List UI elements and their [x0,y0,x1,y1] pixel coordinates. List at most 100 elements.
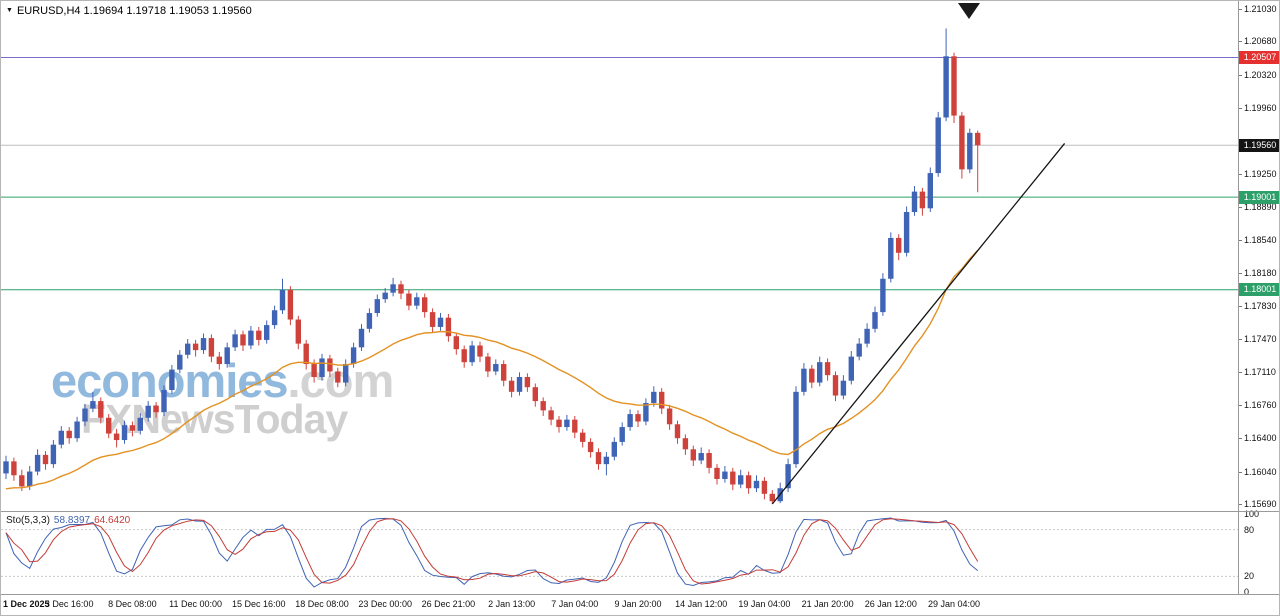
price-tick-mark [1239,74,1242,76]
price-badge: 1.19560 [1239,138,1279,152]
price-tick-label: 1.16760 [1244,399,1277,410]
candle-body [11,461,17,476]
price-tick-mark [1239,108,1242,110]
time-label: 29 Jan 04:00 [927,599,981,609]
candle-body [58,430,64,445]
candle-body [240,334,246,346]
candle-body [809,368,815,383]
candle-body [785,464,791,489]
stochastic-canvas[interactable] [1,512,1238,594]
candle-body [382,292,388,300]
candle-body [611,441,617,457]
price-tick-label: 1.16400 [1244,433,1277,444]
candle-body [27,471,33,487]
candle-body [635,414,641,422]
stochastic-name: Sto(5,3,3) [6,515,50,526]
price-tick-mark [1239,174,1242,175]
candle-body [556,419,562,428]
time-label: 26 Dec 21:00 [421,599,476,609]
candle-body [880,278,886,313]
candle-body [524,377,531,388]
candle-body [50,444,57,465]
candle-body [603,456,610,465]
time-label: 9 Jan 20:00 [614,599,662,609]
candle-body [406,293,412,306]
candle-body [493,364,499,372]
time-label: 15 Dec 16:00 [232,599,286,609]
panel-separator-top[interactable] [1,511,1279,512]
candle-body [666,408,673,425]
price-axis[interactable]: 1.21030 1.20680 1.20320 1.19960 1.19250 1.188… [1239,1,1279,511]
candle-body [548,410,554,420]
price-axis-border [1238,1,1239,594]
candle-body [485,356,491,372]
candle-body [106,417,112,434]
candle-body [745,475,752,489]
time-label: 1 Dec 2025 [3,599,50,609]
candle-body [192,343,199,351]
price-chart-canvas[interactable] [1,1,1238,511]
candle-body [169,369,175,390]
candle-body [374,299,380,314]
price-tick-label: 1.20680 [1244,36,1277,47]
candle-body [888,237,894,279]
stochastic-scale-label: 20 [1244,571,1255,582]
candle-body [793,391,799,465]
time-label: 3 Dec 16:00 [44,599,94,609]
time-label: 21 Jan 20:00 [801,599,854,609]
candle-body [959,115,965,170]
price-tick-label: 1.18540 [1244,234,1277,245]
watermark: economies.com FXNewsToday [51,357,394,441]
candle-body [200,338,207,351]
price-tick-mark [1239,339,1242,340]
candle-body [911,191,918,213]
candle-body [153,405,159,413]
price-tick-mark [1239,305,1242,307]
symbol-info-bar: ▼ EURUSD,H4 1.19694 1.19718 1.19053 1.195… [6,5,252,17]
candle-body [761,480,768,494]
time-axis[interactable]: 1 Dec 2025 3 Dec 16:00 8 Dec 08:00 11 Dec 0… [1,599,1238,615]
candle-body [508,380,515,392]
candle-body [248,330,254,346]
candle-body [445,317,452,337]
symbol-dropdown-icon[interactable]: ▼ [6,7,13,14]
candle-body [840,380,847,396]
candle-body [358,328,365,348]
price-tick-label: 1.17830 [1244,300,1277,311]
chart-shift-icon[interactable] [958,3,980,19]
price-tick-mark [1239,504,1242,505]
price-tick-label: 1.17470 [1244,334,1277,344]
candle-body [698,453,704,461]
candle-body [682,438,689,450]
panel-separator-bottom [1,594,1279,595]
time-label: 26 Jan 12:00 [864,599,917,609]
candle-body [919,191,926,209]
candle-body [659,391,665,409]
candle-body [674,424,681,439]
candle-body [832,375,839,396]
price-tick-label: 1.18180 [1244,268,1277,279]
price-tick-label: 1.21030 [1244,4,1277,14]
trendline[interactable] [771,143,1066,505]
stochastic-scale-label: 0 [1244,587,1250,597]
time-label: 23 Dec 00:00 [358,599,412,609]
candle-body [3,461,9,474]
candle-body [177,354,183,370]
candle-body [185,343,191,355]
candle-body [817,362,823,383]
candle-body [422,297,428,313]
candle-body [643,402,649,422]
candle-body [224,347,230,365]
candle-body [161,389,167,413]
price-tick-label: 1.16040 [1244,466,1277,477]
candle-body [34,454,41,472]
candle-body [738,475,744,485]
candle-body [303,343,309,365]
stochastic-axis[interactable]: 100 80 20 0 [1239,1,1279,615]
candle-body [311,364,317,378]
candle-body [208,338,215,357]
candle-body [390,284,396,293]
candle-body [967,132,973,170]
candle-body [82,408,88,422]
price-tick-mark [1239,471,1242,473]
